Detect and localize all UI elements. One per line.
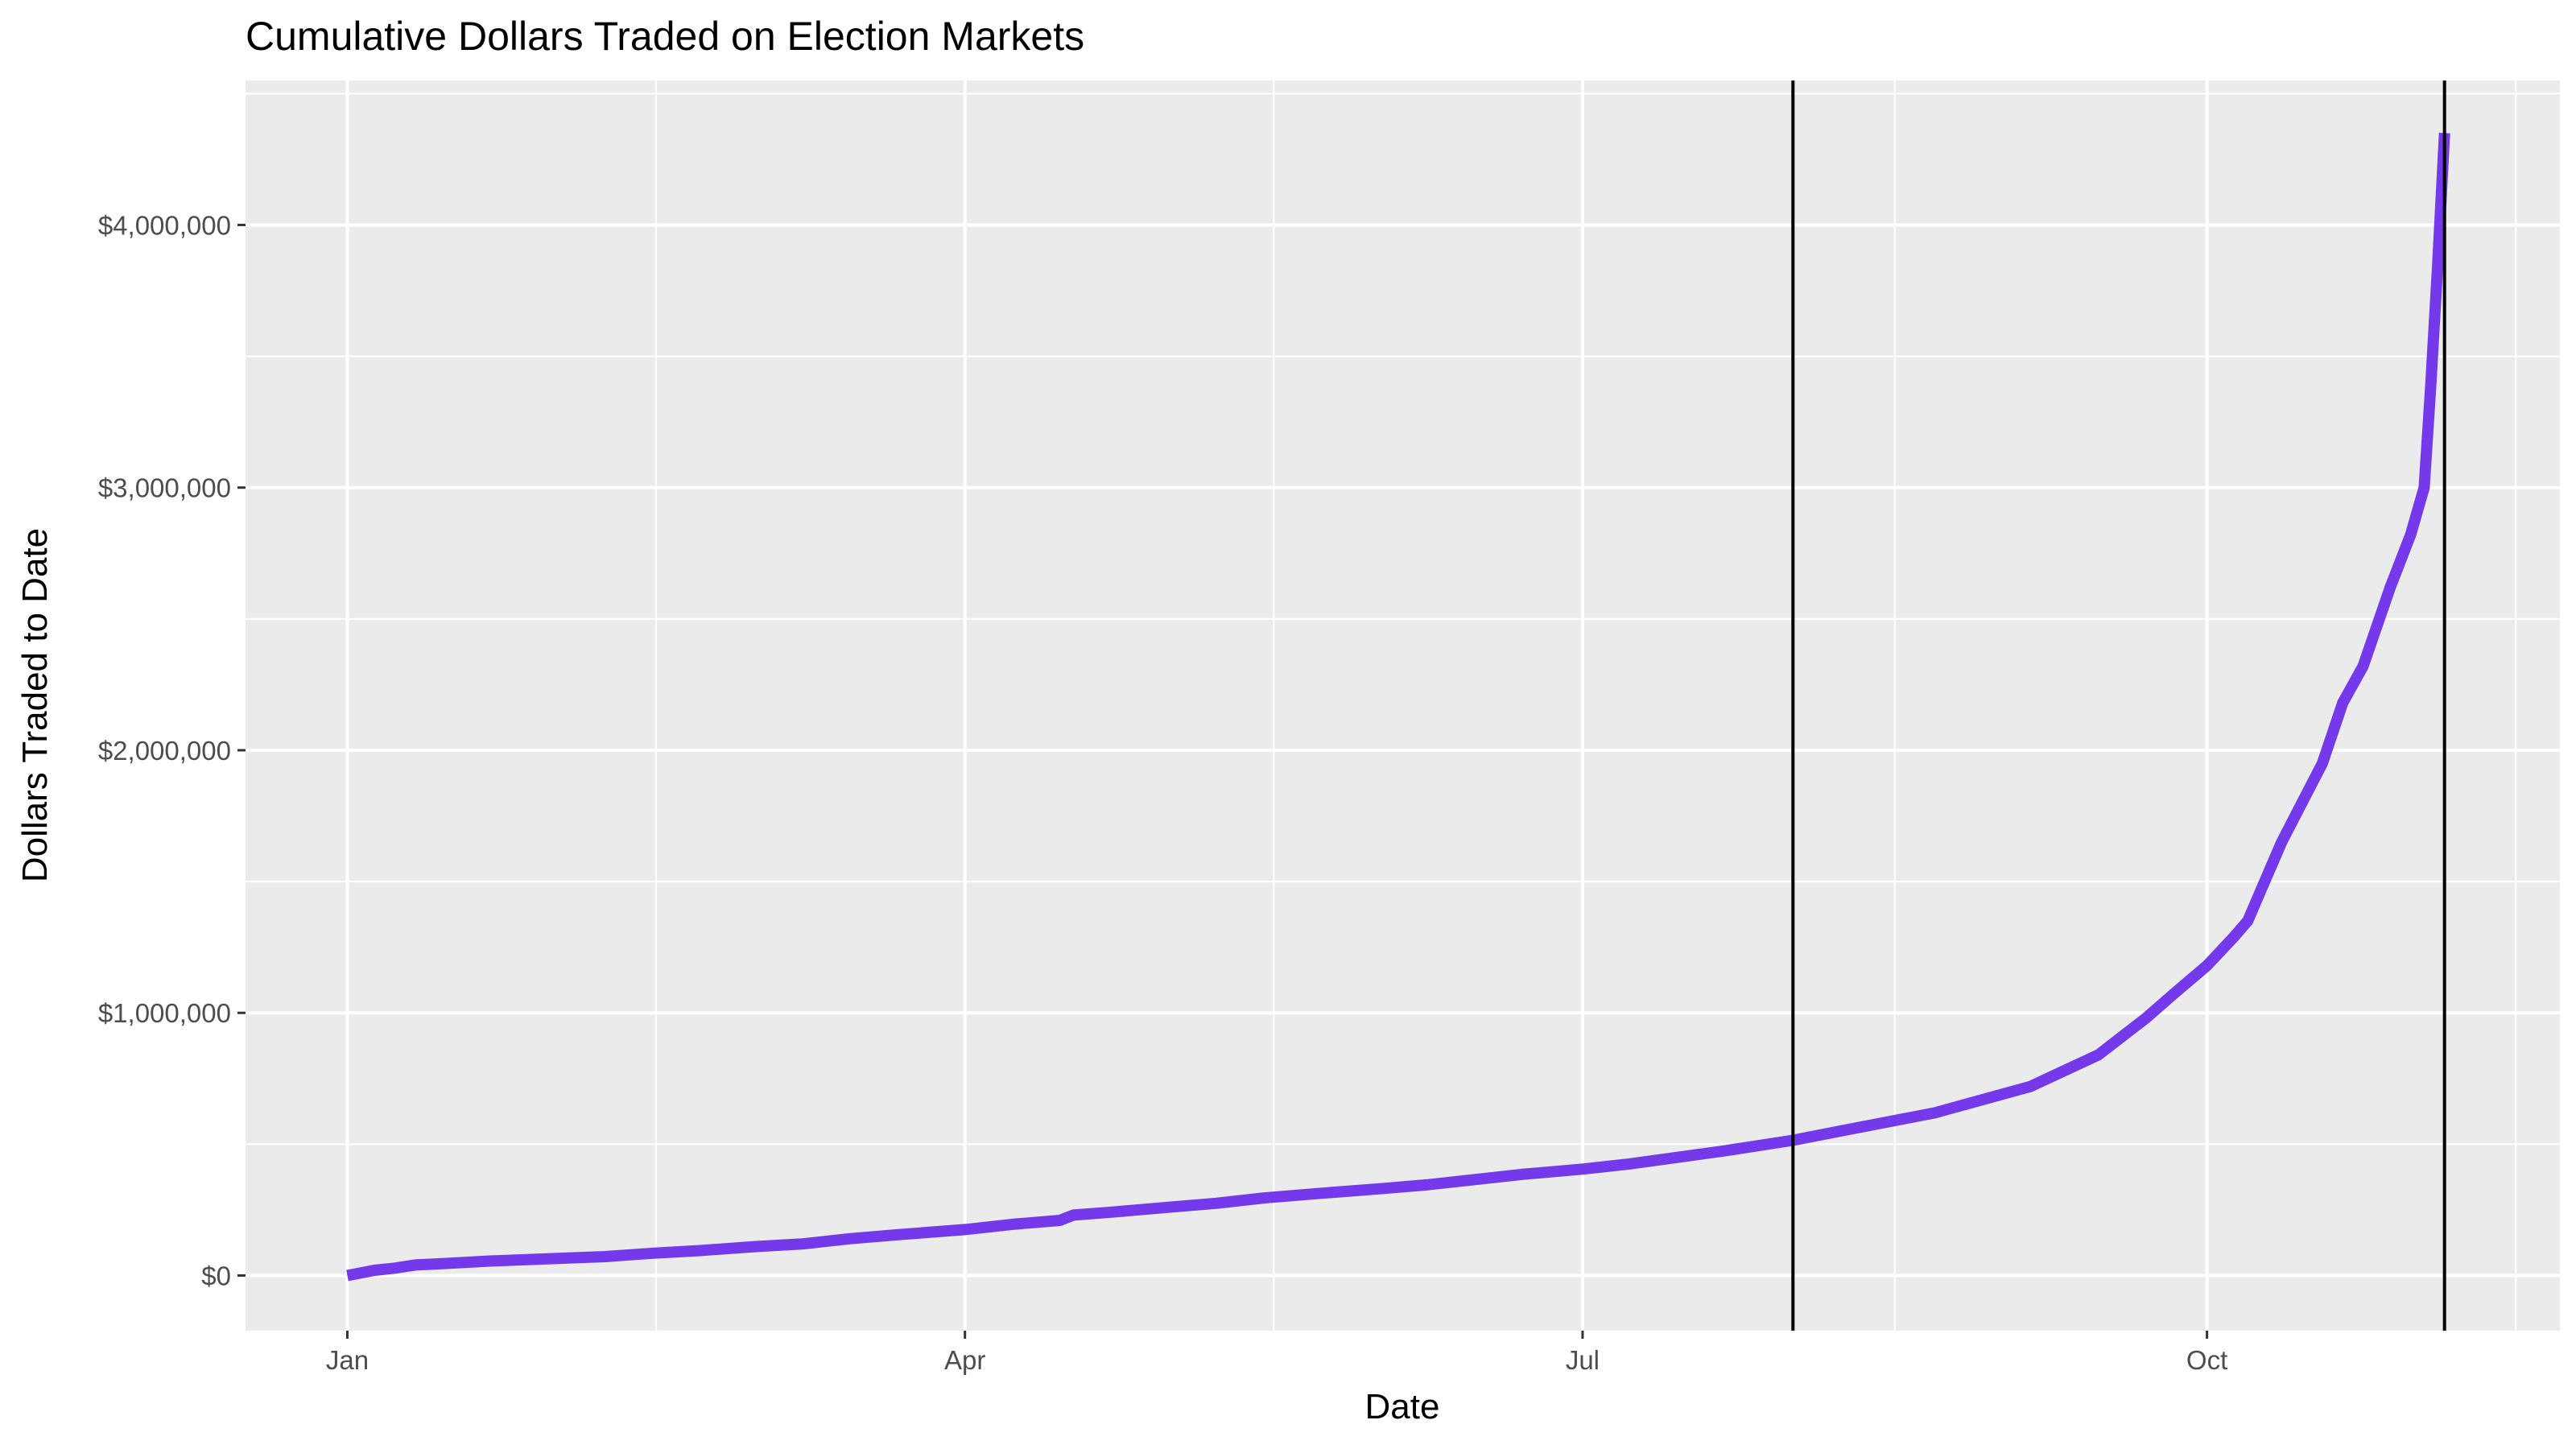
minor-gridlines bbox=[246, 80, 2560, 1331]
y-axis: $0 $1,000,000 $2,000,000 $3,000,000 $4,000,0… bbox=[98, 210, 246, 1290]
x-tick-label: Oct bbox=[2186, 1345, 2227, 1375]
plot-panel bbox=[246, 80, 2560, 1331]
series-line bbox=[346, 132, 2450, 1282]
y-tick-label: $4,000,000 bbox=[98, 210, 231, 240]
y-axis-title: Dollars Traded to Date bbox=[15, 528, 55, 882]
x-tick-label: Jan bbox=[326, 1345, 369, 1375]
y-tick-label: $3,000,000 bbox=[98, 473, 231, 503]
x-axis: Jan Apr Jul Oct bbox=[326, 1331, 2227, 1375]
reference-lines bbox=[1791, 80, 2446, 1331]
x-tick-label: Apr bbox=[944, 1345, 985, 1375]
series-layer bbox=[346, 132, 2450, 1282]
y-tick-label: $2,000,000 bbox=[98, 736, 231, 766]
y-tick-label: $0 bbox=[201, 1261, 231, 1290]
x-tick-label: Jul bbox=[1566, 1345, 1600, 1375]
x-axis-title: Date bbox=[1365, 1387, 1440, 1426]
chart-title: Cumulative Dollars Traded on Election Ma… bbox=[246, 14, 1084, 59]
major-gridlines bbox=[246, 80, 2560, 1331]
y-tick-label: $1,000,000 bbox=[98, 998, 231, 1028]
